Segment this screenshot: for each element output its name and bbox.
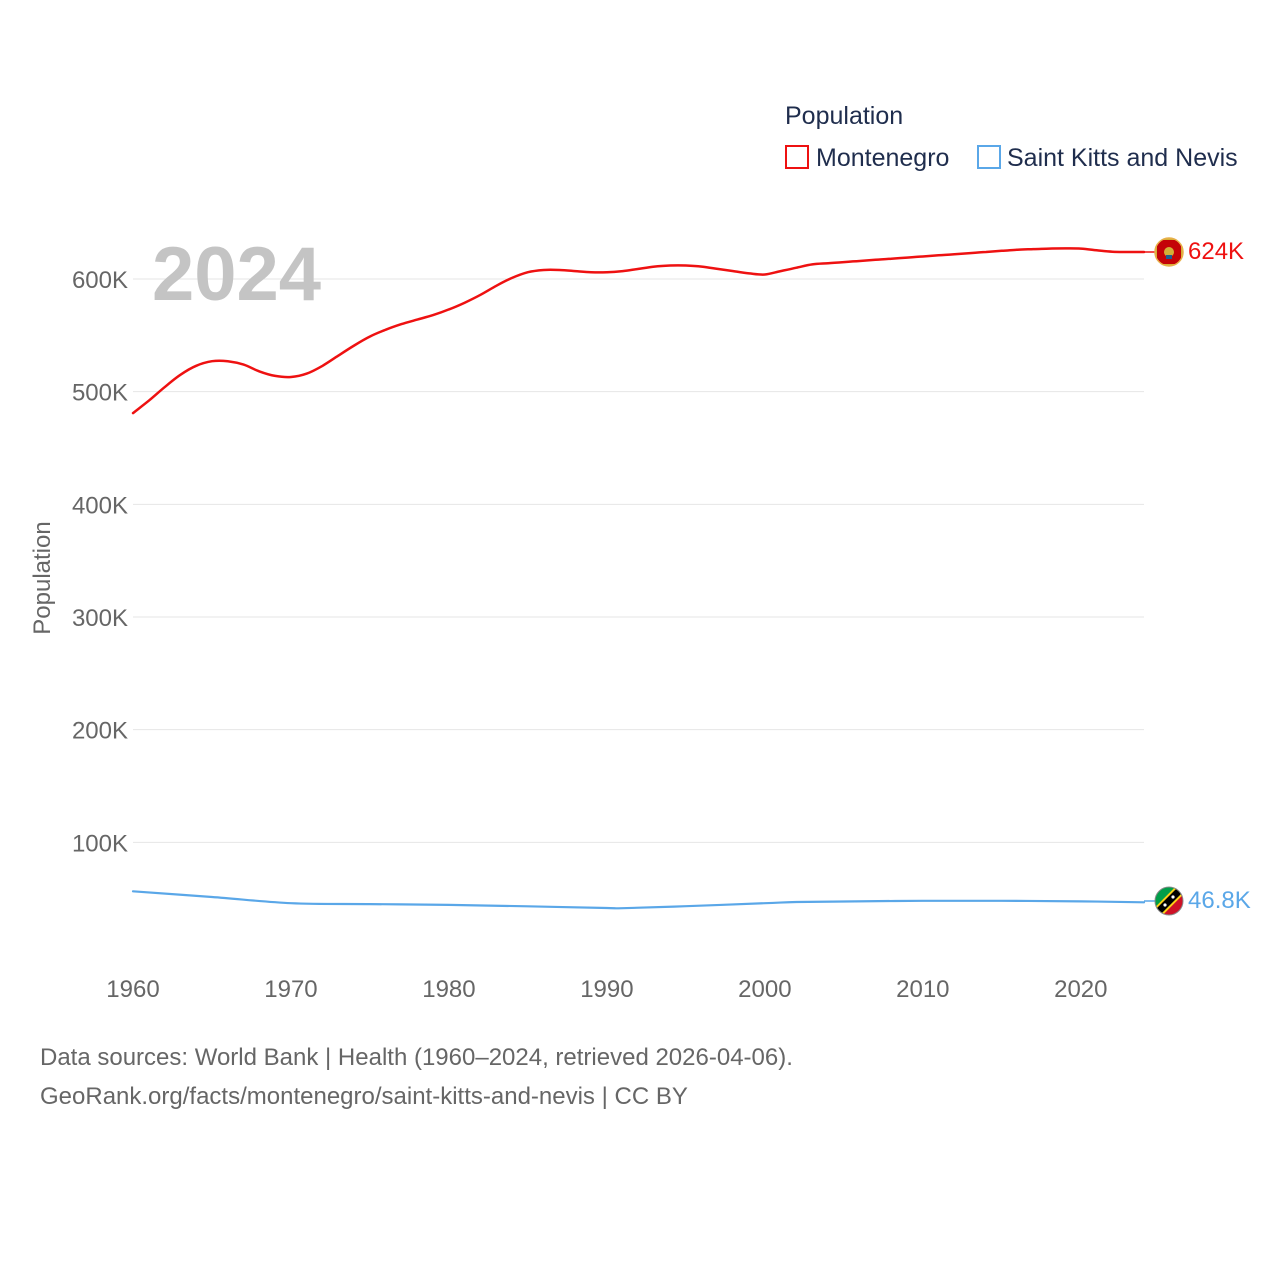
y-tick-label: 600K — [72, 267, 128, 294]
legend-label-saint-kitts-and-nevis: Saint Kitts and Nevis — [1007, 144, 1238, 172]
y-tick-label: 100K — [72, 830, 128, 857]
x-tick-label: 1990 — [580, 976, 633, 1003]
legend-label-montenegro: Montenegro — [816, 144, 949, 172]
saint-kitts-and-nevis-flag-icon — [1154, 886, 1184, 916]
x-tick-label: 1960 — [106, 976, 159, 1003]
y-tick-label: 400K — [72, 492, 128, 519]
footer-attribution[interactable]: GeoRank.org/facts/montenegro/saint-kitts… — [40, 1083, 688, 1110]
legend-title: Population — [785, 102, 903, 130]
montenegro-flag-icon — [1154, 237, 1184, 267]
x-axis-ticks: 1960 1970 1980 1990 2000 2010 2020 — [106, 976, 1107, 1003]
series-line-saint-kitts-and-nevis — [131, 890, 1146, 910]
x-tick-label: 2020 — [1054, 976, 1107, 1003]
legend-item-montenegro[interactable]: Montenegro — [785, 144, 949, 172]
legend-swatch-saint-kitts-and-nevis — [977, 145, 1001, 169]
saint-kitts-end-value: 46.8K — [1188, 887, 1251, 914]
gridlines — [133, 278, 1144, 843]
x-tick-label: 1970 — [264, 976, 317, 1003]
legend-item-saint-kitts-and-nevis[interactable]: Saint Kitts and Nevis — [977, 144, 1238, 172]
x-tick-label: 1980 — [422, 976, 475, 1003]
y-tick-label: 300K — [72, 605, 128, 632]
year-label: 2024 — [152, 232, 321, 317]
y-axis-title: Population — [29, 521, 56, 634]
x-tick-label: 2010 — [896, 976, 949, 1003]
montenegro-end-value: 624K — [1188, 238, 1244, 265]
footer-sources: Data sources: World Bank | Health (1960–… — [40, 1044, 793, 1071]
x-tick-label: 2000 — [738, 976, 791, 1003]
legend-swatch-montenegro — [785, 145, 809, 169]
y-axis-ticks: 100K 200K 300K 400K 500K 600K — [72, 267, 128, 857]
y-tick-label: 200K — [72, 718, 128, 745]
legend: Population Montenegro Saint Kitts and Ne… — [785, 102, 1238, 172]
y-tick-label: 500K — [72, 380, 128, 407]
series-lines — [131, 247, 1146, 910]
series-line-montenegro — [131, 247, 1146, 415]
